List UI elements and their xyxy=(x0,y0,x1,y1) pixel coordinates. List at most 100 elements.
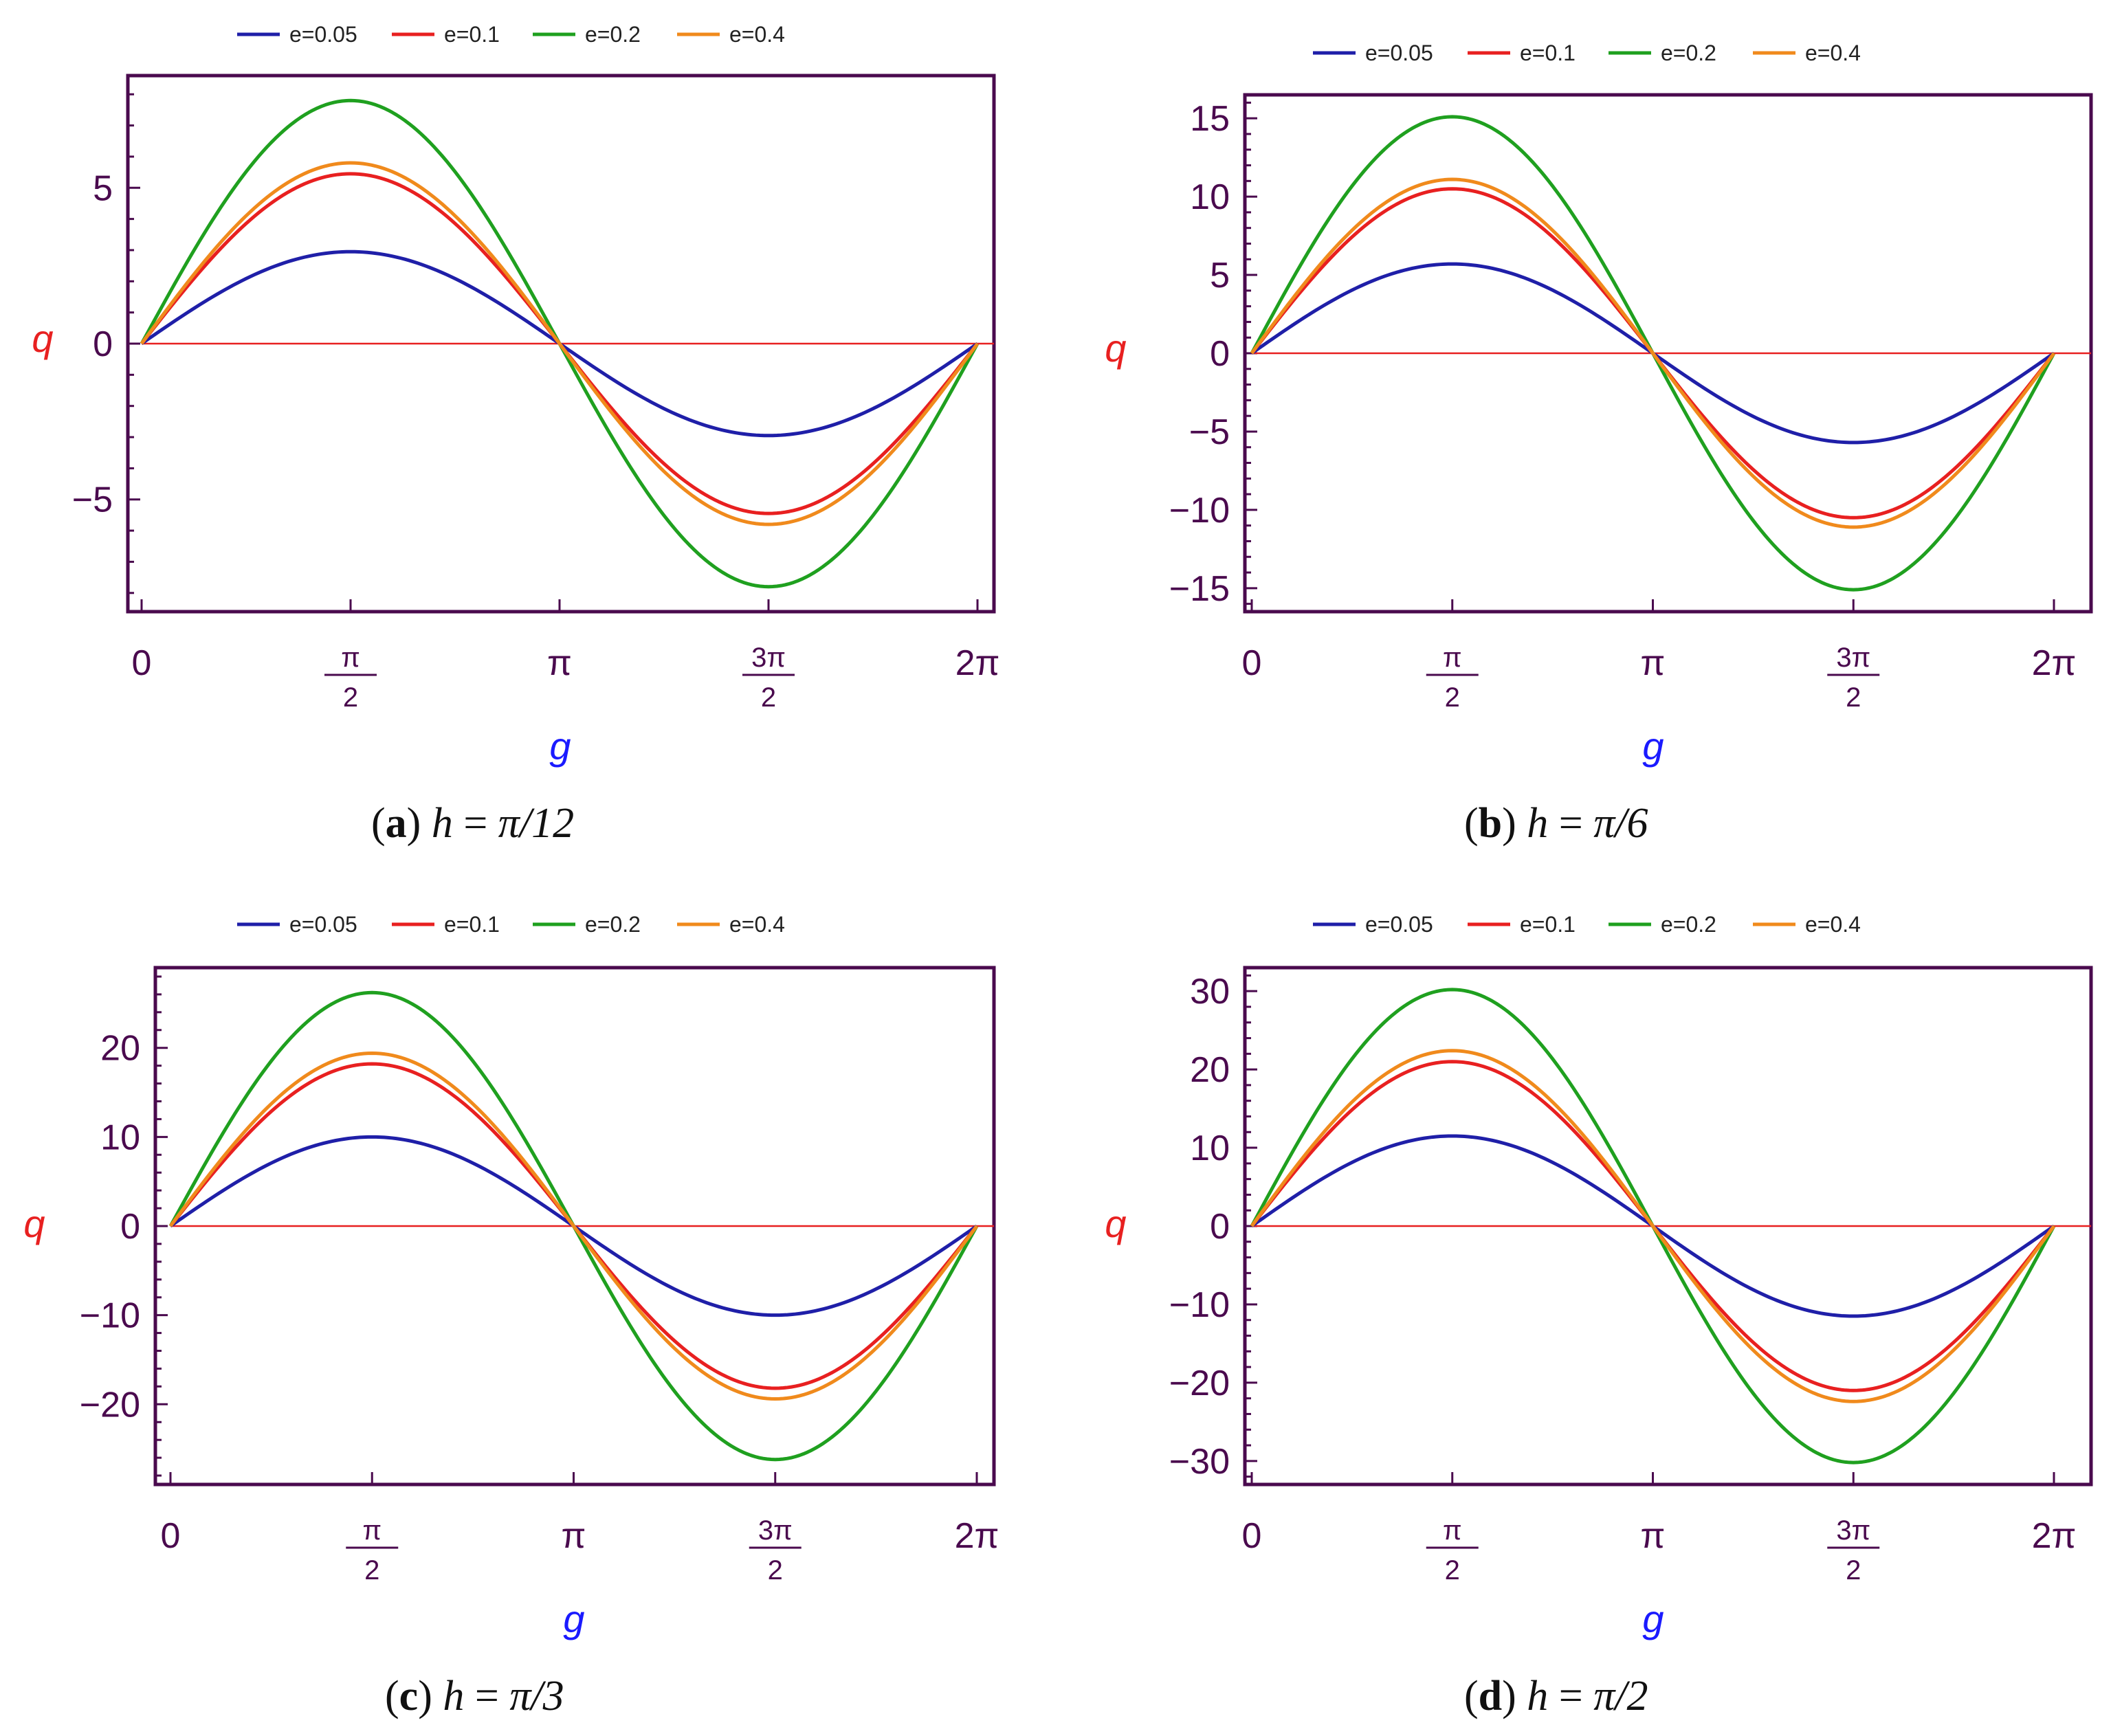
x-tick-label: 3π2 xyxy=(1827,643,1880,713)
y-tick-label: −5 xyxy=(1189,412,1230,452)
series-line-e=0.4 xyxy=(168,1051,979,1401)
caption-equals: = xyxy=(1548,1673,1593,1720)
y-axis-label: q xyxy=(23,1202,45,1245)
x-tick-denominator: 2 xyxy=(1445,1555,1460,1585)
y-tick-label: 5 xyxy=(1210,256,1230,296)
subfigure-caption: (a) h = π/12 xyxy=(371,800,574,847)
x-tick-denominator: 2 xyxy=(364,1555,379,1585)
y-axis-label: q xyxy=(32,317,53,360)
caption-equals: = xyxy=(1548,800,1593,847)
caption-variable: h xyxy=(1527,800,1548,847)
y-tick-label: −10 xyxy=(1169,491,1230,531)
caption-equals: = xyxy=(453,800,498,847)
x-tick-label: π2 xyxy=(1426,643,1479,713)
caption-value: π/3 xyxy=(509,1673,564,1720)
x-tick-label: 2π xyxy=(955,643,1000,683)
y-tick-label: 20 xyxy=(1190,1050,1230,1090)
y-tick-label: 10 xyxy=(1190,177,1230,217)
legend-label: e=0.05 xyxy=(289,912,357,937)
legend-label: e=0.1 xyxy=(1520,41,1576,65)
x-tick-denominator: 2 xyxy=(1445,682,1460,713)
caption-equals: = xyxy=(464,1673,509,1720)
x-tick-denominator: 2 xyxy=(1846,1555,1861,1585)
x-tick-label: π xyxy=(1641,643,1666,683)
x-tick-denominator: 2 xyxy=(761,682,776,713)
caption-value: π/6 xyxy=(1593,800,1648,847)
x-tick-label: π2 xyxy=(324,643,377,713)
caption-label: a xyxy=(386,800,407,847)
caption-variable: h xyxy=(1527,1673,1548,1720)
x-tick-numerator: 3π xyxy=(758,1515,793,1546)
x-axis-label: g xyxy=(1642,724,1664,768)
caption-close-paren: ) xyxy=(407,800,432,847)
caption-open-paren: ( xyxy=(1464,1673,1479,1720)
x-tick-label: π xyxy=(547,643,572,683)
y-tick-label: 10 xyxy=(100,1117,140,1157)
caption-variable: h xyxy=(432,800,453,847)
caption-close-paren: ) xyxy=(1502,800,1527,847)
y-tick-label: 10 xyxy=(1190,1128,1230,1168)
subfigure-caption: (c) h = π/3 xyxy=(385,1673,564,1720)
y-tick-label: −5 xyxy=(72,480,113,520)
legend-label: e=0.1 xyxy=(444,912,500,937)
y-axis-label: q xyxy=(1105,326,1126,370)
legend-label: e=0.4 xyxy=(729,912,785,937)
legend-label: e=0.1 xyxy=(1520,912,1576,937)
caption-label: c xyxy=(399,1673,419,1720)
y-tick-label: 0 xyxy=(1210,334,1230,374)
x-tick-numerator: π xyxy=(1443,643,1462,673)
legend-label: e=0.05 xyxy=(1365,41,1433,65)
x-tick-label: 2π xyxy=(2032,643,2077,683)
legend-label: e=0.1 xyxy=(444,22,500,47)
caption-label: b xyxy=(1479,800,1502,847)
y-tick-label: −30 xyxy=(1169,1442,1230,1482)
x-tick-label: π xyxy=(562,1516,586,1556)
y-tick-label: 0 xyxy=(120,1207,140,1247)
y-tick-label: −20 xyxy=(80,1385,140,1425)
y-tick-label: −15 xyxy=(1169,569,1230,609)
x-axis-label: g xyxy=(549,724,571,768)
legend: e=0.05 e=0.1 e=0.2 e=0.4 xyxy=(1313,41,1861,65)
x-axis-label: g xyxy=(563,1597,584,1640)
x-tick-denominator: 2 xyxy=(343,682,358,713)
legend-label: e=0.2 xyxy=(585,912,641,937)
subfigure-caption: (d) h = π/2 xyxy=(1464,1673,1648,1720)
y-tick-label: −10 xyxy=(1169,1285,1230,1325)
x-axis-label: g xyxy=(1642,1597,1664,1640)
series-line-e=0.4 xyxy=(1250,177,2056,529)
legend-label: e=0.05 xyxy=(1365,912,1433,937)
caption-close-paren: ) xyxy=(1502,1673,1527,1720)
series-line-e=0.4 xyxy=(1250,1049,2056,1403)
legend-label: e=0.4 xyxy=(1805,41,1861,65)
x-tick-numerator: 3π xyxy=(1836,643,1870,673)
legend-label: e=0.05 xyxy=(289,22,357,47)
y-tick-label: −20 xyxy=(1169,1364,1230,1403)
y-axis-label: q xyxy=(1105,1202,1126,1245)
x-tick-numerator: 3π xyxy=(1836,1515,1870,1546)
caption-open-paren: ( xyxy=(371,800,386,847)
legend-label: e=0.2 xyxy=(585,22,641,47)
x-tick-label: π2 xyxy=(1426,1515,1479,1585)
x-tick-label: 0 xyxy=(1242,1516,1262,1556)
x-tick-numerator: π xyxy=(1443,1515,1462,1546)
caption-close-paren: ) xyxy=(418,1673,443,1720)
legend-label: e=0.2 xyxy=(1661,41,1716,65)
legend: e=0.05 e=0.1 e=0.2 e=0.4 xyxy=(1313,912,1861,937)
x-tick-label: 0 xyxy=(132,643,152,683)
y-tick-label: 20 xyxy=(100,1029,140,1069)
y-tick-label: 0 xyxy=(1210,1207,1230,1247)
x-tick-label: 3π2 xyxy=(742,643,795,713)
x-tick-denominator: 2 xyxy=(1846,682,1861,713)
caption-open-paren: ( xyxy=(1464,800,1479,847)
x-tick-label: π xyxy=(1641,1516,1666,1556)
x-tick-label: 2π xyxy=(2032,1516,2077,1556)
caption-label: d xyxy=(1479,1673,1502,1720)
caption-variable: h xyxy=(443,1673,464,1720)
y-tick-label: 30 xyxy=(1190,972,1230,1012)
x-tick-denominator: 2 xyxy=(768,1555,783,1585)
y-tick-label: −10 xyxy=(80,1296,140,1336)
